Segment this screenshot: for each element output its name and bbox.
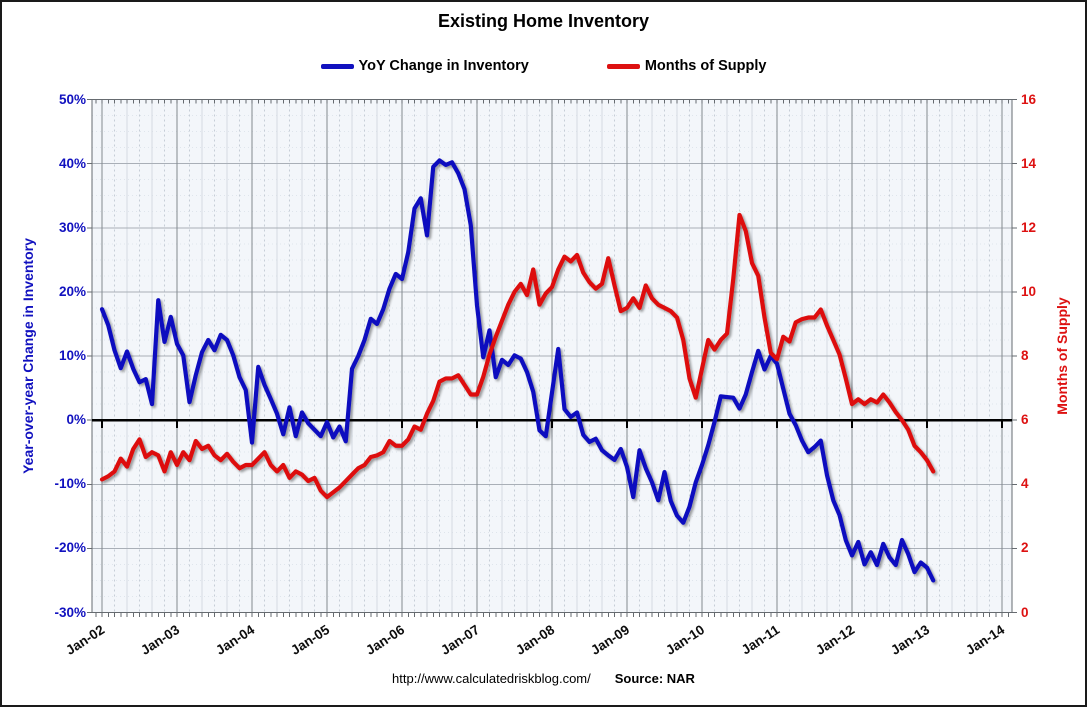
legend-line-swatch-red [606,63,640,69]
chart-title: Existing Home Inventory [437,11,650,31]
gridlines [92,99,1012,613]
series-line-yoy-inventory [99,158,936,583]
legend-item-yoy-inventory: YoY Change in Inventory [320,58,529,74]
right-axis-tick-label: 6 [1021,412,1029,428]
legend-label-yoy-inventory: YoY Change in Inventory [358,58,529,74]
footer-url: http://www.calculatedriskblog.com/ [392,671,591,686]
left-axis-tick-label: -20% [54,540,86,556]
left-axis-tick-label: 10% [58,348,86,363]
left-axis-tick-label: -10% [54,476,86,492]
series-line-months-supply [99,212,936,500]
right-axis-tick-label: 4 [1021,476,1029,492]
left-axis-tick-label: 50% [58,91,86,107]
right-axis-tick-label: 2 [1021,540,1029,556]
right-axis-tick-label: 14 [1021,155,1037,171]
right-axis-tick-label: 16 [1021,91,1037,107]
series-lines [99,158,936,583]
axes [87,98,1017,617]
footer: http://www.calculatedriskblog.com/ Sourc… [2,671,1085,686]
legend-line-swatch-blue [320,63,354,69]
right-axis-tick-label: 12 [1021,219,1037,235]
right-axis-tick-label: 8 [1021,348,1029,363]
left-axis-tick-label: 30% [58,219,86,235]
left-axis-tick-label: 0% [66,412,86,428]
right-axis-tick-label: 0 [1021,604,1029,620]
right-axis-tick-label: 10 [1021,283,1037,299]
left-axis-tick-label: 20% [58,283,86,299]
left-axis-tick-label: 40% [58,155,86,171]
legend-label-months-supply: Months of Supply [644,58,767,74]
footer-source: Source: NAR [614,671,695,686]
legend: YoY Change in Inventory Months of Supply [2,58,1085,74]
left-axis-tick-label: -30% [54,604,86,620]
legend-item-months-supply: Months of Supply [606,58,767,74]
